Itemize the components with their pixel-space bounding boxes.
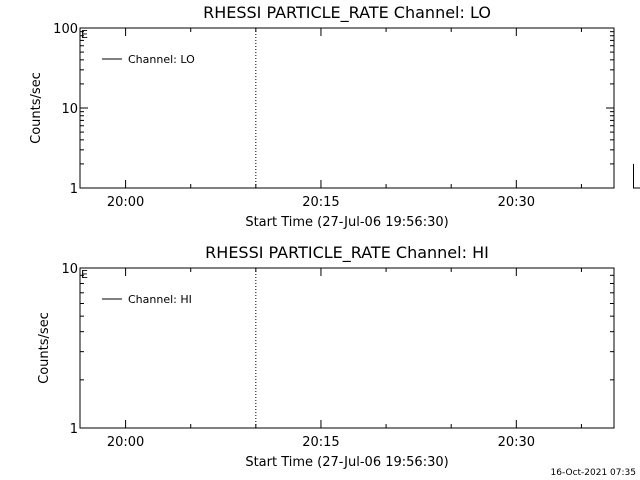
y-axis-label: Counts/sec — [37, 312, 52, 384]
legend-label: Channel: LO — [128, 53, 195, 66]
x-tick-label: 20:30 — [498, 195, 535, 210]
plot-frame — [79, 267, 615, 429]
x-tick-label: 20:00 — [107, 435, 144, 450]
corner-label: E — [81, 28, 88, 41]
y-axis-label: Counts/sec — [29, 72, 44, 144]
chart-panel-2: RHESSI PARTICLE_RATE Channel: HI 20:00 20:… — [37, 243, 615, 470]
series-line — [633, 163, 640, 189]
x-axis-label: Start Time (27-Jul-06 19:56:30) — [245, 455, 448, 470]
corner-label: E — [81, 268, 88, 281]
x-tick-label: 20:15 — [302, 435, 339, 450]
y-tick-label: 10 — [61, 262, 78, 277]
legend-label: Channel: HI — [128, 293, 192, 306]
plot-frame — [79, 27, 615, 189]
y-tick-label: 1 — [70, 422, 78, 437]
chart-panel-1: RHESSI PARTICLE_RATE Channel: LO 20:00 20:… — [29, 3, 640, 230]
x-tick-label: 20:15 — [302, 195, 339, 210]
x-tick-label: 20:00 — [107, 195, 144, 210]
timestamp: 16-Oct-2021 07:35 — [550, 468, 636, 478]
x-axis-label: Start Time (27-Jul-06 19:56:30) — [245, 215, 448, 230]
y-tick-label: 10 — [61, 102, 78, 117]
chart-title: RHESSI PARTICLE_RATE Channel: HI — [205, 243, 489, 263]
y-tick-label: 100 — [53, 22, 78, 37]
chart-title: RHESSI PARTICLE_RATE Channel: LO — [203, 3, 491, 23]
y-tick-label: 1 — [70, 182, 78, 197]
x-tick-label: 20:30 — [498, 435, 535, 450]
